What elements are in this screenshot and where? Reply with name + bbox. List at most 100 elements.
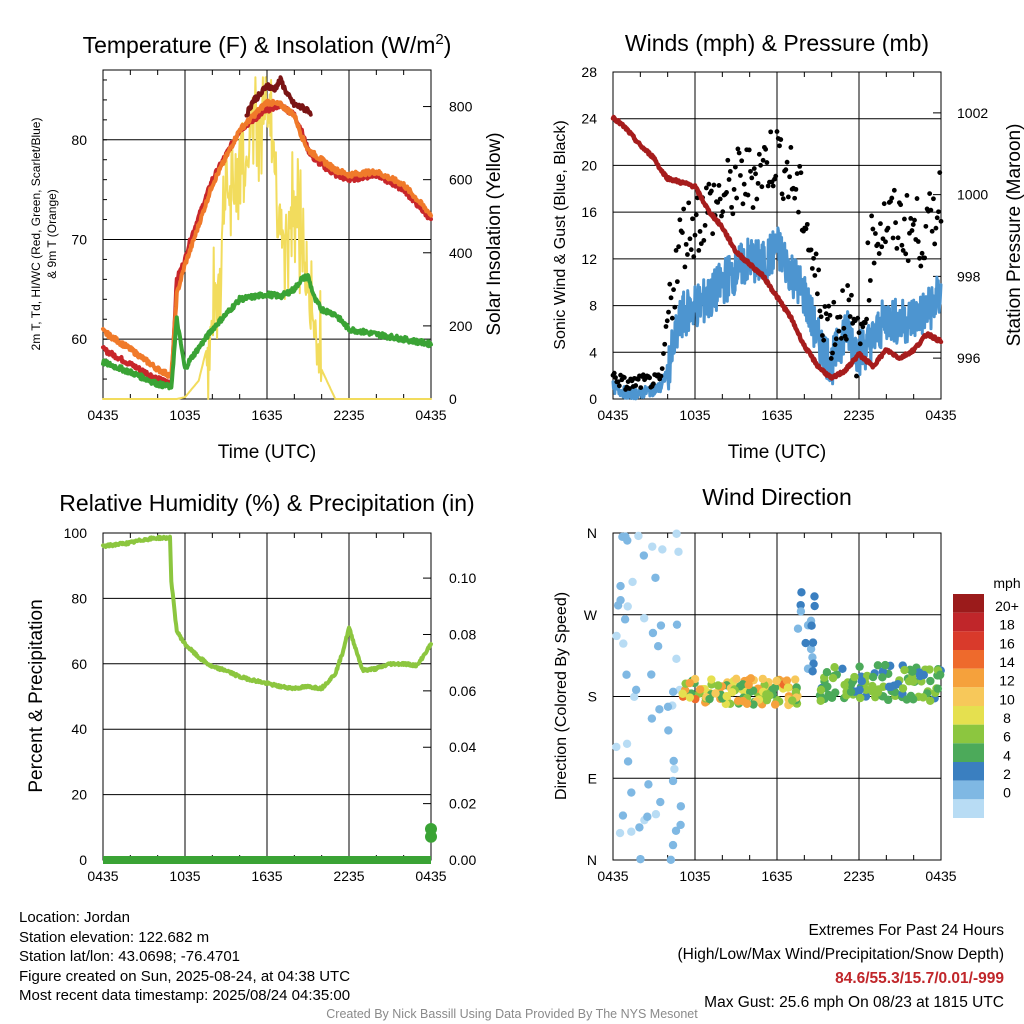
direction-point xyxy=(655,705,664,714)
gust-point xyxy=(778,137,784,142)
direction-point xyxy=(788,696,797,705)
solar-y-axis-label: Solar Insolation (Yellow) xyxy=(484,132,505,335)
pressure-y-tick-label: 1002 xyxy=(957,105,988,121)
direction-point xyxy=(616,581,625,591)
rh-panel-title: Relative Humidity (%) & Precipitation (i… xyxy=(59,490,474,516)
gust-point xyxy=(697,229,703,234)
gust-point xyxy=(726,177,732,182)
gust-point xyxy=(831,299,837,305)
direction-point xyxy=(676,820,685,830)
direction-point xyxy=(884,682,894,692)
direction-point xyxy=(908,667,917,676)
gust-point xyxy=(864,316,869,322)
direction-point xyxy=(793,624,803,633)
colorbar-swatch xyxy=(953,706,984,725)
gust-point xyxy=(878,221,883,227)
colorbar-label: 8 xyxy=(1003,710,1011,726)
direction-point xyxy=(685,693,695,702)
gust-point xyxy=(682,264,688,270)
gust-point xyxy=(613,375,618,380)
gust-point xyxy=(751,166,757,171)
direction-point xyxy=(634,531,643,541)
max-gust-text: Max Gust: 25.6 mph On 08/23 at 1815 UTC xyxy=(704,994,1004,1011)
gust-point xyxy=(669,315,675,321)
recent-timestamp-text: Most recent data timestamp: 2025/08/24 0… xyxy=(19,987,351,1004)
gust-point xyxy=(633,383,639,388)
station-info: Location: Jordan Station elevation: 122.… xyxy=(19,908,350,1006)
direction-point xyxy=(695,685,705,694)
temp-x-tick-label: 0435 xyxy=(415,407,446,423)
gust-point xyxy=(720,209,726,215)
wind-x-tick-label: 0435 xyxy=(925,407,956,423)
gust-point xyxy=(932,241,938,247)
gust-point xyxy=(847,314,853,319)
gust-point xyxy=(763,146,769,152)
air-temp-line xyxy=(101,101,433,389)
gust-point xyxy=(822,304,828,309)
gust-point xyxy=(621,375,627,380)
gust-point xyxy=(765,183,771,189)
gust-point xyxy=(780,196,786,202)
gust-point xyxy=(709,188,714,194)
gust-point xyxy=(679,230,685,236)
solar-y-tick-label: 200 xyxy=(449,318,473,334)
direction-point xyxy=(620,615,630,624)
direction-point xyxy=(631,685,641,695)
direction-point xyxy=(807,621,816,630)
gust-point xyxy=(922,255,927,261)
wind-y-tick-label: 0 xyxy=(589,391,597,407)
direction-point xyxy=(808,653,817,662)
gust-point xyxy=(803,226,809,232)
credit-line: Created By Nick Bassill Using Data Provi… xyxy=(326,1007,698,1021)
gust-point xyxy=(856,330,862,336)
colorbar-swatch xyxy=(953,799,984,818)
gust-point xyxy=(899,242,905,248)
direction-point xyxy=(873,661,883,670)
gust-point xyxy=(902,216,907,222)
gust-point xyxy=(690,216,695,222)
gust-point xyxy=(750,205,756,210)
direction-point xyxy=(722,692,731,701)
wind-x-axis-label: Time (UTC) xyxy=(728,442,827,463)
direction-point xyxy=(782,676,792,685)
gust-point xyxy=(854,373,859,379)
precip-y-tick-label: 0.02 xyxy=(449,796,476,812)
latlon-text: Station lat/lon: 43.0698; -76.4701 xyxy=(19,948,241,965)
wind-y-tick-label: 24 xyxy=(581,111,597,127)
solar-y-tick-label: 0 xyxy=(449,391,457,407)
temp-x-tick-label: 2235 xyxy=(333,407,364,423)
direction-point xyxy=(648,628,658,638)
direction-point xyxy=(615,828,625,838)
direction-point xyxy=(749,700,758,709)
solar-y-tick-label: 400 xyxy=(449,245,473,261)
gust-point xyxy=(875,241,881,247)
gust-point xyxy=(849,292,854,298)
colorbar-swatch xyxy=(953,724,984,744)
direction-point xyxy=(713,681,723,690)
gust-point xyxy=(825,316,830,322)
direction-point xyxy=(744,680,753,690)
colorbar-swatch xyxy=(953,650,984,669)
pressure-y-tick-label: 996 xyxy=(957,350,981,366)
rh-x-tick-label: 1035 xyxy=(169,868,200,884)
gust-point xyxy=(673,248,679,253)
gust-point xyxy=(760,157,766,163)
gust-point xyxy=(821,337,827,343)
gust-point xyxy=(804,221,810,227)
gust-point xyxy=(816,267,822,273)
colorbar-label: 20+ xyxy=(995,598,1019,614)
gust-point xyxy=(931,196,936,202)
gust-point xyxy=(798,170,804,176)
direction-point xyxy=(639,551,649,560)
direction-point xyxy=(850,672,859,682)
direction-x-tick-label: 1635 xyxy=(761,868,792,884)
gust-point xyxy=(746,147,752,153)
temp-x-tick-label: 1635 xyxy=(251,407,282,423)
gust-point xyxy=(783,167,789,173)
gust-point xyxy=(928,207,934,213)
gust-point xyxy=(677,217,683,223)
gust-point xyxy=(696,248,702,253)
gust-point xyxy=(731,187,737,192)
wind-x-tick-label: 1635 xyxy=(761,407,792,423)
gust-point xyxy=(846,297,852,303)
